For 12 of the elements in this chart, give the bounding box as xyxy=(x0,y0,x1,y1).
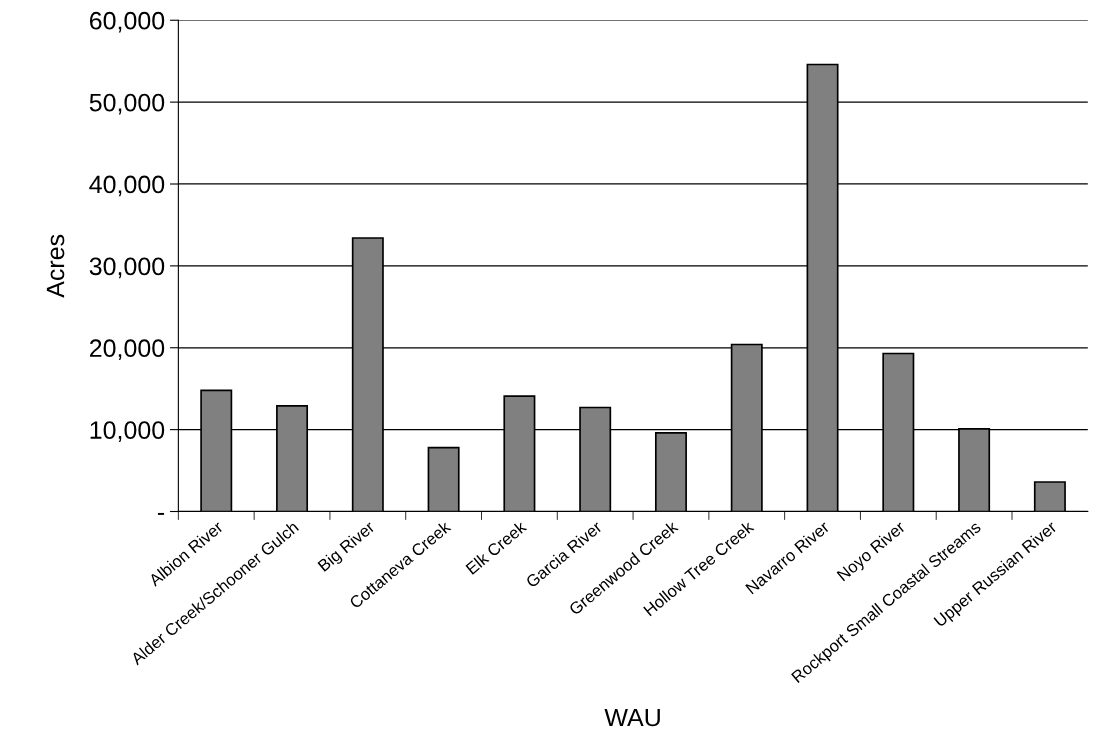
y-axis-title: Acres xyxy=(46,234,65,298)
y-tick-label: 20,000 xyxy=(89,339,165,361)
y-tick-label: 60,000 xyxy=(89,11,165,33)
bar xyxy=(654,432,687,512)
x-axis-title: WAU xyxy=(604,708,660,727)
y-tick-label: 40,000 xyxy=(89,175,165,197)
y-tick-label: 50,000 xyxy=(89,93,165,115)
y-tick-label: 30,000 xyxy=(89,257,165,279)
bar xyxy=(427,446,460,512)
y-tick-label: - xyxy=(157,512,165,515)
y-tick-label: 10,000 xyxy=(90,421,165,442)
bar xyxy=(1033,481,1066,512)
